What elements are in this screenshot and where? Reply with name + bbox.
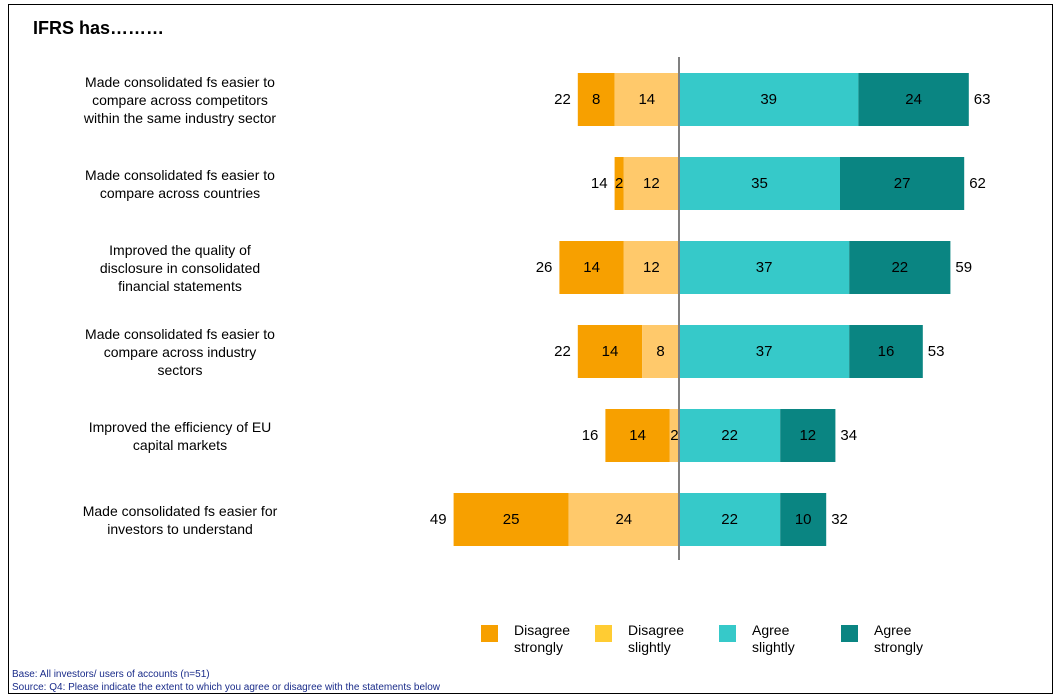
bar-agree-slightly [679,493,781,546]
data-label-disagree-slightly: 24 [615,511,632,528]
total-agree-label: 34 [840,427,857,444]
category-label: Made consolidated fs easier to compare ac… [85,325,275,378]
total-disagree-label: 22 [554,343,571,360]
total-disagree-label: 14 [591,175,608,192]
data-label-disagree-slightly: 12 [643,175,660,192]
data-label-disagree-strongly: 8 [592,91,600,108]
bar-agree-strongly [849,325,923,378]
total-disagree-label: 16 [582,427,599,444]
legend-swatch-disagree-slightly [595,625,612,642]
legend-label-disagree-slightly: Disagree slightly [628,622,685,655]
bar-disagree-strongly [453,493,569,546]
data-label-disagree-slightly: 14 [638,91,655,108]
data-label-disagree-strongly: 25 [503,511,520,528]
data-label-agree-strongly: 24 [905,91,922,108]
data-label-agree-slightly: 37 [756,259,773,276]
category-label: Improved the efficiency of EU capital mar… [88,418,272,453]
data-label-agree-strongly: 12 [799,427,816,444]
bar-agree-strongly [840,157,965,210]
data-label-disagree-strongly: 2 [615,175,623,192]
bar-disagree-slightly [623,241,679,294]
data-label-agree-strongly: 10 [795,511,812,528]
bar-agree-slightly [679,241,850,294]
legend-label-agree-strongly: Agree strongly [874,622,924,655]
data-label-disagree-slightly: 2 [670,427,678,444]
legend-swatch-disagree-strongly [481,625,498,642]
bar-agree-slightly [679,73,859,126]
bar-disagree-slightly [568,493,679,546]
bar-agree-strongly [780,493,827,546]
total-agree-label: 32 [831,511,848,528]
total-agree-label: 62 [969,175,986,192]
total-agree-label: 53 [928,343,945,360]
data-label-disagree-strongly: 14 [583,259,600,276]
bar-agree-slightly [679,325,850,378]
data-label-agree-slightly: 22 [721,511,738,528]
chart-frame [8,4,1053,694]
category-label: Made consolidated fs easier to compare ac… [83,73,277,126]
total-agree-label: 63 [974,91,991,108]
category-label: Made consolidated fs easier for investors… [82,502,278,537]
data-label-disagree-slightly: 8 [656,343,664,360]
data-label-agree-slightly: 37 [756,343,773,360]
data-label-disagree-slightly: 12 [643,259,660,276]
data-label-disagree-strongly: 14 [629,427,646,444]
chart-title: IFRS has……… [33,18,165,38]
category-label: Made consolidated fs easier to compare ac… [85,166,275,201]
legend-label-disagree-strongly: Disagree strongly [514,622,571,655]
footnote-source: Source: Q4: Please indicate the extent t… [12,682,441,693]
bar-disagree-strongly [605,409,670,462]
total-disagree-label: 49 [430,511,447,528]
category-label: Improved the quality of disclosure in con… [99,241,261,294]
data-label-agree-strongly: 27 [894,175,911,192]
data-label-agree-strongly: 16 [878,343,895,360]
legend-swatch-agree-strongly [841,625,858,642]
bar-agree-slightly [679,157,840,210]
bar-disagree-strongly [559,241,624,294]
bar-disagree-slightly [614,73,679,126]
bar-disagree-strongly [577,325,643,378]
legend-swatch-agree-slightly [719,625,736,642]
data-label-agree-strongly: 22 [891,259,908,276]
total-disagree-label: 26 [536,259,553,276]
total-disagree-label: 22 [554,91,571,108]
data-label-agree-slightly: 35 [751,175,768,192]
legend-label-agree-slightly: Agree slightly [752,622,795,655]
total-agree-label: 59 [955,259,972,276]
data-label-agree-slightly: 39 [760,91,777,108]
bar-disagree-strongly [614,157,624,210]
bar-agree-strongly [849,241,951,294]
bar-agree-strongly [780,409,836,462]
bar-disagree-slightly [642,325,679,378]
bar-agree-strongly [858,73,969,126]
footnote-base: Base: All investors/ users of accounts (… [12,669,210,680]
bar-disagree-strongly [577,73,615,126]
bar-disagree-slightly [623,157,679,210]
bar-disagree-slightly [669,409,679,462]
data-label-agree-slightly: 22 [721,427,738,444]
data-label-disagree-strongly: 14 [602,343,619,360]
bar-agree-slightly [679,409,781,462]
